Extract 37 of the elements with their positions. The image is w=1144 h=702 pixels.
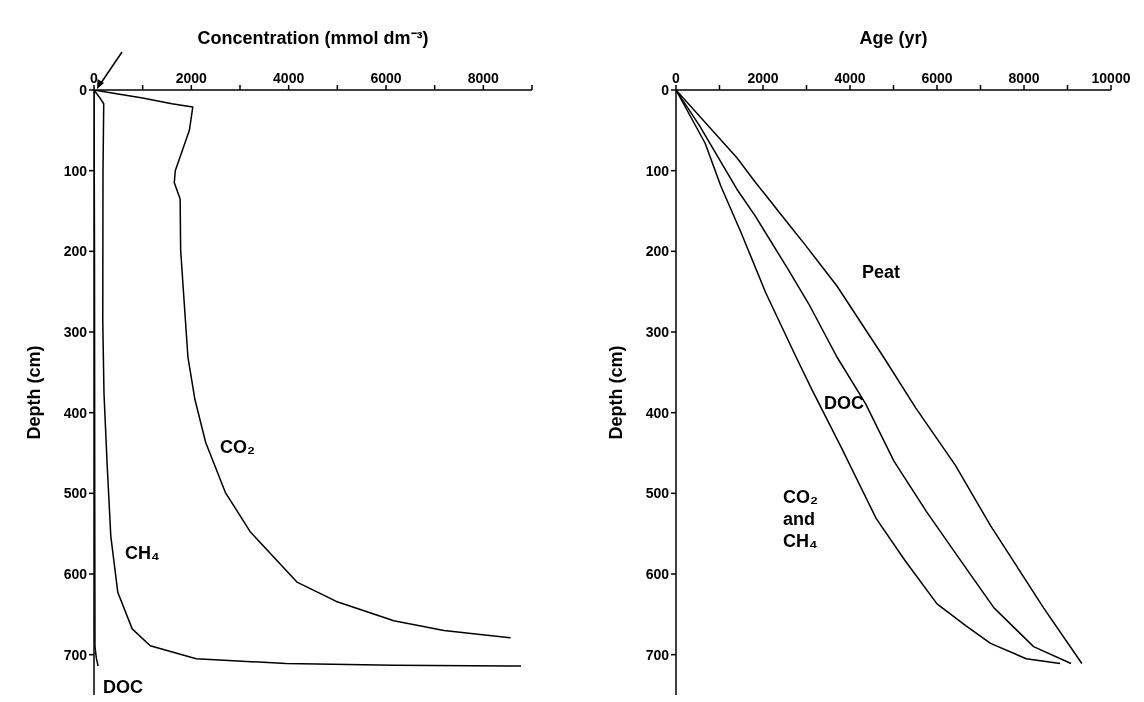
x-axis-title: Age (yr) xyxy=(859,28,928,48)
y-tick-label: 0 xyxy=(79,81,88,98)
y-tick-label: 400 xyxy=(645,404,670,421)
y-tick-label: 200 xyxy=(63,243,88,260)
y-tick-label: 600 xyxy=(63,565,88,582)
series-label: CH₄ xyxy=(125,542,161,564)
x-tick-label: 6000 xyxy=(370,70,402,86)
series-label: DOC xyxy=(824,392,865,414)
series-label: CO₂ xyxy=(220,436,256,458)
text: CO₂ and CH₄ xyxy=(783,486,819,552)
y-tick-label: 400 xyxy=(63,404,88,421)
y-tick-label: 100 xyxy=(63,162,88,179)
y-axis-title: Depth (cm) xyxy=(606,345,627,440)
x-tick-label: 4000 xyxy=(834,70,866,86)
x-axis-title: Concentration (mmol dm⁻³) xyxy=(197,28,429,48)
y-tick-label: 200 xyxy=(645,243,670,260)
y-tick-label: 300 xyxy=(63,323,88,340)
y-tick-label: 700 xyxy=(63,646,88,663)
y-tick-label: 500 xyxy=(645,485,670,502)
x-tick-label: 2000 xyxy=(747,70,779,86)
y-tick-label: 500 xyxy=(63,485,88,502)
y-tick-label: 600 xyxy=(645,565,670,582)
x-tick-label: 6000 xyxy=(921,70,953,86)
y-axis-title: Depth (cm) xyxy=(24,345,45,440)
y-tick-label: 700 xyxy=(645,646,670,663)
x-tick-label: 2000 xyxy=(175,70,208,86)
x-tick-label: 8000 xyxy=(1008,70,1040,86)
y-tick-label: 300 xyxy=(645,323,670,340)
y-tick-label: 100 xyxy=(645,162,670,179)
x-tick-label: 4000 xyxy=(273,70,305,86)
series-label: Peat xyxy=(862,261,902,283)
x-tick-label: 0 xyxy=(672,70,681,86)
x-tick-label: 8000 xyxy=(467,70,500,86)
series-label: DOC xyxy=(103,676,144,698)
x-tick-label: 0 xyxy=(90,70,99,86)
y-tick-label: 0 xyxy=(661,81,670,98)
x-tick-label: 10000 xyxy=(1091,70,1131,86)
